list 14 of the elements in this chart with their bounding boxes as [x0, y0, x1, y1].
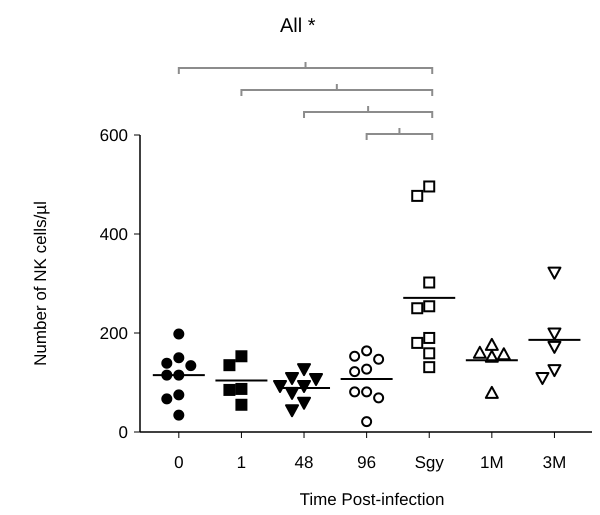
y-tick-label: 400 — [100, 224, 128, 244]
x-axis-title: Time Post-infection — [300, 490, 444, 509]
y-tick-label: 600 — [100, 126, 128, 145]
x-tick-label: Sgy — [414, 452, 444, 472]
text: All * — [280, 15, 316, 37]
y-tick-label: 0 — [118, 422, 128, 442]
x-tick-label: 3M — [542, 452, 566, 472]
x-tick-label: 1 — [236, 452, 246, 472]
x-tick-label: 48 — [294, 452, 314, 472]
x-tick-label: 1M — [480, 452, 504, 472]
y-tick-label: 200 — [100, 324, 128, 343]
x-tick-label: 0 — [174, 452, 184, 472]
x-tick-label: 96 — [357, 452, 376, 472]
y-axis-title: Number of NK cells/µl — [30, 201, 50, 366]
